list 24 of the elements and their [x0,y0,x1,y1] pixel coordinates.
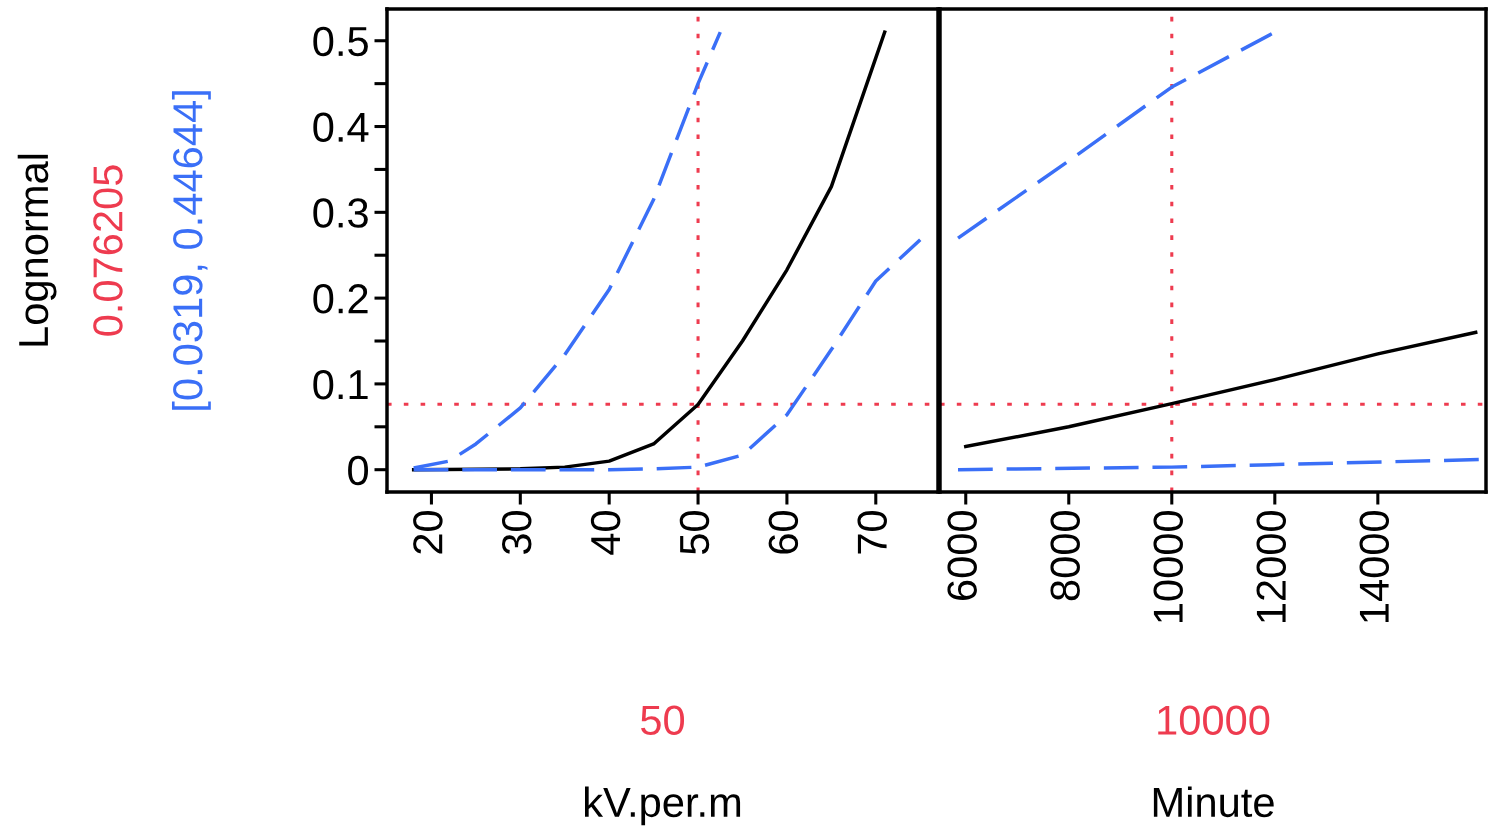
text: 10000 [1158,705,1270,736]
y-tick-label: 0.1 [313,369,368,400]
x-axis-title: Minute [1153,786,1274,818]
x-tick-label: 70 [857,510,887,554]
x-axis-title: kV.per.m [585,786,741,826]
x-tick-label: 50 [679,510,710,555]
x-tick-label: 40 [590,510,621,555]
x-tick-label: 14000 [1359,510,1390,623]
y-axis-title: Lognormal [17,154,57,346]
text: 0.076205 [93,165,123,336]
text: 50 [641,705,685,736]
y-tick-label: 0.3 [313,198,368,228]
x-tick-label: 12000 [1256,510,1286,623]
y-tick-label: 0 [348,455,369,486]
x-tick-label: 20 [413,510,443,554]
x-tick-label: 6000 [947,510,977,600]
x-tick-label: 60 [768,510,799,554]
x-tick-label: 8000 [1050,510,1080,601]
x-tick-label: 10000 [1153,510,1183,623]
text: [0.0319, 0.44644] [171,91,211,410]
x-tick-label: 30 [501,510,532,555]
y-tick-label: 0.5 [313,26,368,57]
y-tick-label: 0.2 [313,284,368,314]
y-tick-label: 0.4 [313,112,369,143]
